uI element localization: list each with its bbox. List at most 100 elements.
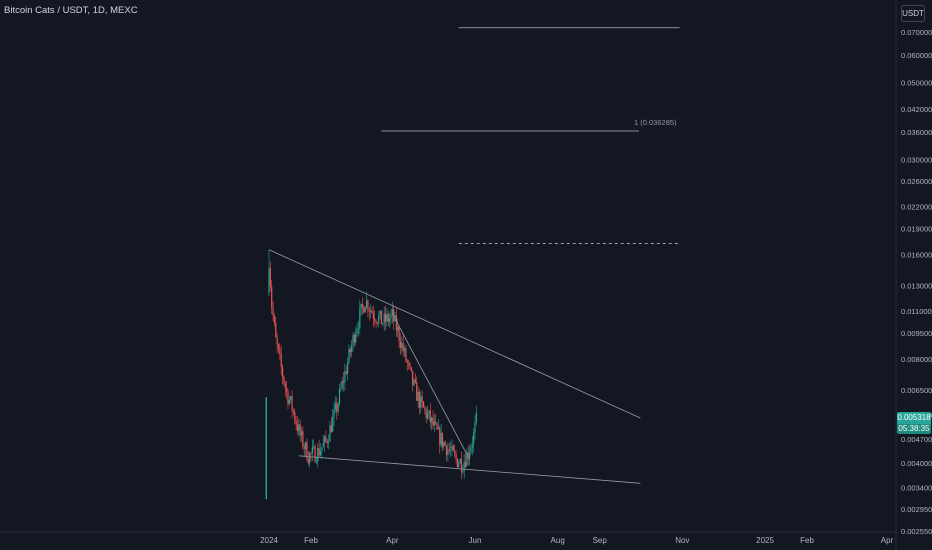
candle-body (321, 447, 323, 452)
candle-body (279, 349, 281, 354)
candle-body (380, 310, 383, 325)
price-tick-label: 0.050000 (901, 79, 932, 88)
candle-body (401, 343, 403, 348)
candle-body (300, 431, 303, 436)
time-tick-label: Nov (675, 536, 689, 545)
candle-body (319, 451, 322, 456)
candle-body (368, 311, 370, 313)
candle-body (454, 450, 456, 454)
candle-body (336, 403, 338, 412)
candle-body (443, 442, 445, 447)
candle-body (357, 327, 360, 329)
candle-body (340, 388, 342, 390)
trendline[interactable] (298, 455, 641, 484)
candle-body (398, 326, 400, 342)
candle-body (313, 446, 315, 448)
candle-body (394, 315, 396, 322)
candle-body (337, 403, 339, 412)
candle-body (273, 315, 276, 323)
candle-body (287, 391, 289, 405)
price-tick-label: 0.026000 (901, 177, 932, 186)
candle-body (418, 391, 421, 408)
price-tick-label: 0.003400 (901, 484, 932, 493)
candle-body (375, 321, 377, 323)
candle-body (349, 348, 351, 353)
candle-body (361, 303, 364, 307)
candle-body (334, 403, 337, 410)
candle-body (306, 442, 308, 461)
candle-body (272, 307, 274, 316)
candle-body (431, 417, 433, 423)
candle-body (414, 379, 416, 383)
candle-body (456, 458, 458, 468)
price-tick-label: 0.030000 (901, 156, 932, 165)
time-tick-label: Aug (551, 536, 565, 545)
candle-body (304, 442, 307, 449)
candle-body (473, 432, 475, 445)
time-tick-label: Jun (469, 536, 482, 545)
candle-body (330, 425, 332, 432)
candle-body (365, 300, 368, 308)
price-tick-label: 0.004700 (901, 435, 932, 444)
candle-body (393, 309, 395, 322)
candle-body (333, 409, 335, 417)
candle-body (348, 348, 350, 363)
candle-body (347, 362, 349, 374)
candle-body (475, 412, 477, 423)
price-tick-label: 0.022000 (901, 202, 932, 211)
candle-body (466, 452, 468, 467)
candle-body (296, 424, 299, 432)
candle-body (424, 407, 426, 410)
candle-body (310, 452, 312, 454)
currency-button[interactable]: USDT (901, 5, 925, 22)
candle-body (315, 461, 318, 463)
candle-body (290, 396, 292, 400)
candle-body (384, 313, 387, 322)
candle-body (429, 410, 431, 423)
candle-body (433, 421, 435, 426)
candle-body (372, 313, 374, 319)
candle-body (341, 380, 343, 389)
price-tick-label: 0.004000 (901, 459, 932, 468)
price-tick-label: 0.019000 (901, 224, 932, 233)
candle-body (455, 453, 457, 459)
candle-body (426, 413, 429, 419)
candle-body (409, 363, 411, 368)
candle-body (382, 323, 384, 325)
candle-body (458, 463, 460, 468)
candle-body (351, 344, 353, 353)
candle-body (326, 440, 328, 443)
candle-body (344, 371, 346, 383)
candle-body (275, 322, 277, 338)
candle-body (284, 383, 286, 388)
candle-body (399, 341, 402, 348)
trendline[interactable] (391, 313, 470, 460)
candle-body (432, 417, 434, 426)
candle-body (332, 416, 334, 432)
candle-body (379, 310, 381, 316)
fib-level-label: 1 (0.036285) (634, 118, 677, 127)
candle-body (417, 391, 419, 401)
price-tick-label: 0.009500 (901, 329, 932, 338)
price-tick-label: 0.042000 (901, 105, 932, 114)
candle-body (367, 300, 369, 312)
candle-body (428, 410, 430, 414)
candle-body (302, 431, 304, 447)
candle-body (416, 382, 418, 401)
candle-body (277, 344, 280, 350)
candle-body (269, 268, 271, 287)
trendline[interactable] (268, 249, 641, 419)
candle-body (314, 446, 316, 463)
candle-body (294, 411, 296, 421)
candle-body (462, 471, 464, 473)
time-tick-label: Feb (800, 536, 814, 545)
candle-body (338, 389, 341, 404)
candle-body (460, 459, 463, 472)
candle-body (328, 441, 330, 443)
candle-body (283, 376, 285, 384)
candle-body (371, 310, 373, 314)
candle-body (387, 314, 389, 322)
candle-body (467, 452, 469, 459)
candle-body (425, 409, 427, 419)
